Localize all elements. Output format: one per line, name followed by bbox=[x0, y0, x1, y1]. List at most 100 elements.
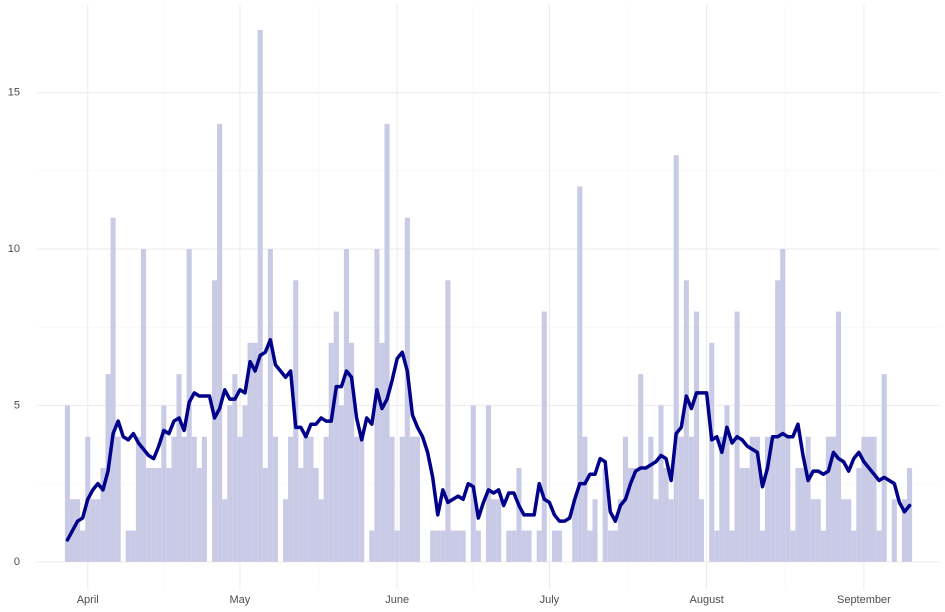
bar bbox=[196, 467, 202, 562]
bar bbox=[633, 467, 639, 562]
bar bbox=[643, 467, 649, 562]
bar bbox=[526, 530, 532, 562]
bar bbox=[673, 155, 679, 562]
bar bbox=[445, 280, 451, 562]
x-tick-label: June bbox=[385, 594, 409, 606]
bar bbox=[846, 499, 852, 562]
bar bbox=[257, 30, 263, 562]
bar bbox=[516, 467, 522, 562]
bar bbox=[506, 530, 512, 562]
bar bbox=[455, 530, 461, 562]
bar bbox=[551, 530, 557, 562]
bar bbox=[470, 405, 476, 562]
bar bbox=[841, 499, 847, 562]
y-tick-label: 10 bbox=[8, 243, 20, 255]
bar bbox=[460, 530, 466, 562]
bar bbox=[414, 436, 421, 562]
bar bbox=[262, 467, 268, 562]
bar bbox=[693, 311, 700, 562]
bar bbox=[739, 467, 745, 562]
bar bbox=[389, 436, 395, 562]
bar bbox=[100, 467, 106, 562]
bar bbox=[800, 467, 806, 562]
bar bbox=[805, 436, 811, 562]
bar bbox=[115, 436, 121, 562]
bar bbox=[232, 374, 238, 562]
bar bbox=[450, 530, 456, 562]
bar bbox=[140, 249, 147, 562]
bar bbox=[607, 530, 613, 562]
bar bbox=[836, 311, 842, 562]
bar bbox=[780, 249, 786, 562]
bar bbox=[430, 530, 436, 562]
bar bbox=[724, 405, 730, 562]
bar bbox=[323, 436, 329, 562]
bar bbox=[394, 530, 400, 562]
bar bbox=[222, 499, 228, 562]
bar bbox=[318, 499, 324, 562]
bar bbox=[866, 436, 872, 562]
bar bbox=[556, 530, 563, 562]
bar bbox=[536, 530, 542, 562]
bar bbox=[749, 436, 755, 562]
bar bbox=[820, 530, 826, 562]
bar bbox=[496, 499, 502, 562]
bar bbox=[237, 436, 243, 562]
bar bbox=[384, 123, 390, 562]
bar bbox=[851, 530, 857, 562]
x-tick-label: September bbox=[837, 594, 891, 606]
x-tick-label: April bbox=[77, 594, 99, 606]
bar bbox=[876, 530, 882, 562]
bar bbox=[683, 280, 689, 562]
bar bbox=[648, 436, 654, 562]
bar bbox=[156, 467, 162, 562]
bar bbox=[435, 530, 441, 562]
bar bbox=[171, 436, 177, 562]
bar bbox=[825, 436, 831, 562]
bar bbox=[582, 436, 588, 562]
bar bbox=[298, 467, 304, 562]
bar bbox=[719, 436, 725, 562]
bar bbox=[815, 499, 821, 562]
bar bbox=[541, 311, 547, 562]
bar bbox=[75, 499, 81, 562]
bar bbox=[212, 280, 218, 562]
bar bbox=[775, 280, 781, 562]
bar bbox=[785, 436, 791, 562]
bar bbox=[110, 217, 116, 562]
bar bbox=[628, 467, 634, 562]
bar bbox=[404, 217, 410, 562]
bar bbox=[485, 405, 492, 562]
bar bbox=[272, 436, 278, 562]
bar bbox=[668, 499, 674, 562]
bar bbox=[810, 499, 816, 562]
x-tick-label: August bbox=[690, 594, 724, 606]
bar bbox=[379, 342, 385, 562]
bar bbox=[709, 342, 715, 562]
bar bbox=[587, 530, 593, 562]
bar bbox=[795, 467, 801, 562]
bar bbox=[901, 499, 908, 562]
bar bbox=[359, 436, 365, 562]
bar bbox=[729, 530, 735, 562]
bar bbox=[612, 530, 618, 562]
bar bbox=[135, 436, 141, 562]
bar bbox=[95, 499, 101, 562]
bar bbox=[699, 499, 705, 562]
bar bbox=[313, 467, 319, 562]
bar bbox=[303, 436, 309, 562]
bar bbox=[161, 405, 167, 562]
bar bbox=[577, 186, 583, 562]
bar bbox=[572, 499, 578, 562]
bar bbox=[409, 436, 415, 562]
bar bbox=[881, 374, 887, 562]
y-tick-label: 0 bbox=[14, 556, 20, 568]
bar bbox=[521, 530, 527, 562]
bar bbox=[80, 530, 86, 562]
bar bbox=[308, 436, 314, 562]
bar bbox=[653, 499, 659, 562]
bar bbox=[288, 436, 294, 562]
bar bbox=[146, 467, 152, 562]
bar bbox=[348, 342, 355, 562]
